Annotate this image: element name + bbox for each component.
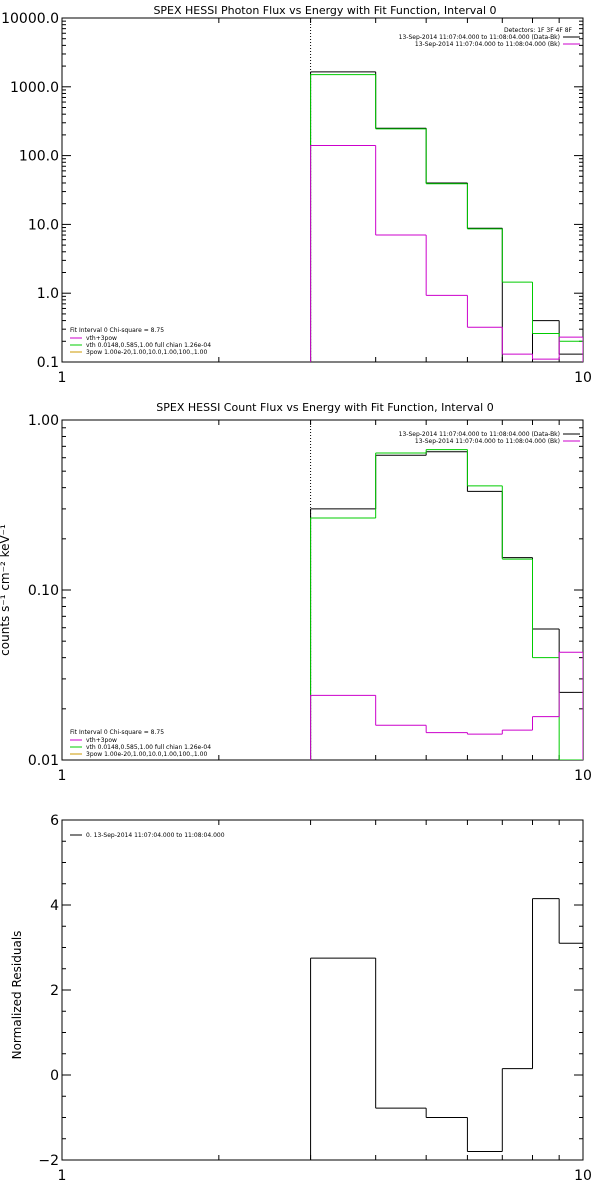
residuals-legend-label: 0. 13-Sep-2014 11:07:04.000 to 11:08:04.… — [86, 832, 225, 839]
count-flux-legend-data-label: 13-Sep-2014 11:07:04.000 to 11:08:04.000… — [399, 431, 560, 438]
photon-flux-legend-bottom: Fit Interval 0 Chi-square = 8.75 vth+3po… — [70, 327, 211, 356]
count-flux-ylabel: counts s⁻¹ cm⁻² keV⁻¹ — [0, 524, 12, 656]
count-flux-xtick-label: 10 — [574, 768, 592, 784]
photon-flux-xtick-label: 10 — [574, 370, 592, 386]
residuals-panel: Normalized Residuals 0. 13-Sep-2014 11:0… — [10, 832, 225, 1059]
count-flux-legend-3pow-label: 3pow 1.00e-20,1.00,10.0,1.00,100.,1.00 — [86, 751, 207, 758]
photon-flux-legend-top: Detectors: 1F 3F 4F 8F 13-Sep-2014 11:07… — [399, 27, 580, 48]
count-flux-ytick-label: 1.00 — [28, 413, 59, 429]
residuals-series-group — [310, 898, 583, 1160]
photon-flux-ytick-label: 10000.0 — [1, 11, 59, 27]
photon-flux-legend-3pow-label: 3pow 1.00e-20,1.00,10.0,1.00,100.,1.00 — [86, 349, 207, 356]
photon-flux-title: SPEX HESSI Photon Flux vs Energy with Fi… — [153, 4, 496, 17]
photon-flux-legend-data-label: 13-Sep-2014 11:07:04.000 to 11:08:04.000… — [399, 34, 560, 41]
residuals-xtick-label: 1 — [58, 1168, 67, 1184]
photon-flux-axes-frame — [61, 17, 584, 363]
photon-flux-ytick-label: 10.0 — [28, 217, 59, 233]
photon-flux-detectors-label: Detectors: 1F 3F 4F 8F — [504, 27, 573, 34]
photon-flux-panel: SPEX HESSI Photon Flux vs Energy with Fi… — [70, 4, 580, 356]
count-flux-legend-model-label: vth+3pow — [86, 737, 117, 744]
residuals-ytick-label: 0 — [50, 1068, 59, 1084]
photon-flux-ytick-label: 1.0 — [37, 286, 59, 302]
photon-flux-fit-interval-label: Fit Interval 0 Chi-square = 8.75 — [70, 327, 164, 334]
photon-flux-legend-vth-label: vth 0.0148,0.585,1.00 full chian 1.26e-0… — [86, 342, 211, 349]
count-flux-panel: SPEX HESSI Count Flux vs Energy with Fit… — [0, 401, 580, 758]
count-flux-fit-interval-label: Fit Interval 0 Chi-square = 8.75 — [70, 729, 164, 736]
photon-flux-xtick-label: 1 — [58, 370, 67, 386]
residuals-ytick-label: 2 — [50, 983, 59, 999]
residuals-plot: −2 0 2 4 6 1 10 — [38, 813, 592, 1184]
count-flux-legend-bk-label: 13-Sep-2014 11:07:04.000 to 11:08:04.000… — [415, 438, 560, 445]
count-flux-ytick-label: 0.10 — [28, 583, 59, 599]
residuals-ytick-label: −2 — [38, 1153, 59, 1169]
photon-flux-series-group — [310, 71, 583, 362]
count-flux-series-group — [310, 449, 583, 760]
photon-flux-legend-bk-label: 13-Sep-2014 11:07:04.000 to 11:08:04.000… — [415, 41, 560, 48]
photon-flux-ytick-label: 0.1 — [37, 355, 59, 371]
residuals-ytick-label: 6 — [50, 813, 59, 829]
photon-flux-ytick-label: 100.0 — [19, 149, 59, 165]
count-flux-title: SPEX HESSI Count Flux vs Energy with Fit… — [156, 401, 493, 414]
residuals-ylabel: Normalized Residuals — [10, 931, 24, 1060]
count-flux-xtick-label: 1 — [58, 768, 67, 784]
residuals-xtick-label: 10 — [574, 1168, 592, 1184]
count-flux-plot: 0.01 0.10 1.00 1 10 — [28, 413, 592, 784]
count-flux-legend-bottom: Fit Interval 0 Chi-square = 8.75 vth+3po… — [70, 729, 211, 758]
count-flux-axes-frame — [61, 419, 584, 761]
photon-flux-plot: 0.1 1.0 10.0 100.0 1000.0 10000.0 1 10 — [1, 11, 592, 386]
count-flux-legend-vth-label: vth 0.0148,0.585,1.00 full chian 1.26e-0… — [86, 744, 211, 751]
residuals-axes-frame — [61, 819, 584, 1161]
photon-flux-legend-model-label: vth+3pow — [86, 335, 117, 342]
photon-flux-ytick-label: 1000.0 — [10, 80, 59, 96]
count-flux-ytick-label: 0.01 — [28, 753, 59, 769]
residuals-ytick-label: 4 — [50, 898, 59, 914]
count-flux-legend-top: 13-Sep-2014 11:07:04.000 to 11:08:04.000… — [399, 431, 580, 445]
